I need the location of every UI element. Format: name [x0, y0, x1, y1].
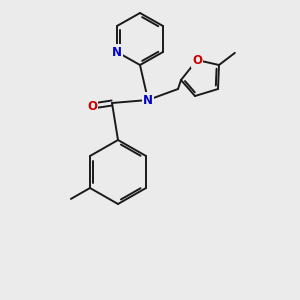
Text: N: N: [143, 94, 153, 106]
Text: O: O: [87, 100, 97, 112]
Text: N: N: [112, 46, 122, 59]
Text: O: O: [192, 53, 202, 67]
